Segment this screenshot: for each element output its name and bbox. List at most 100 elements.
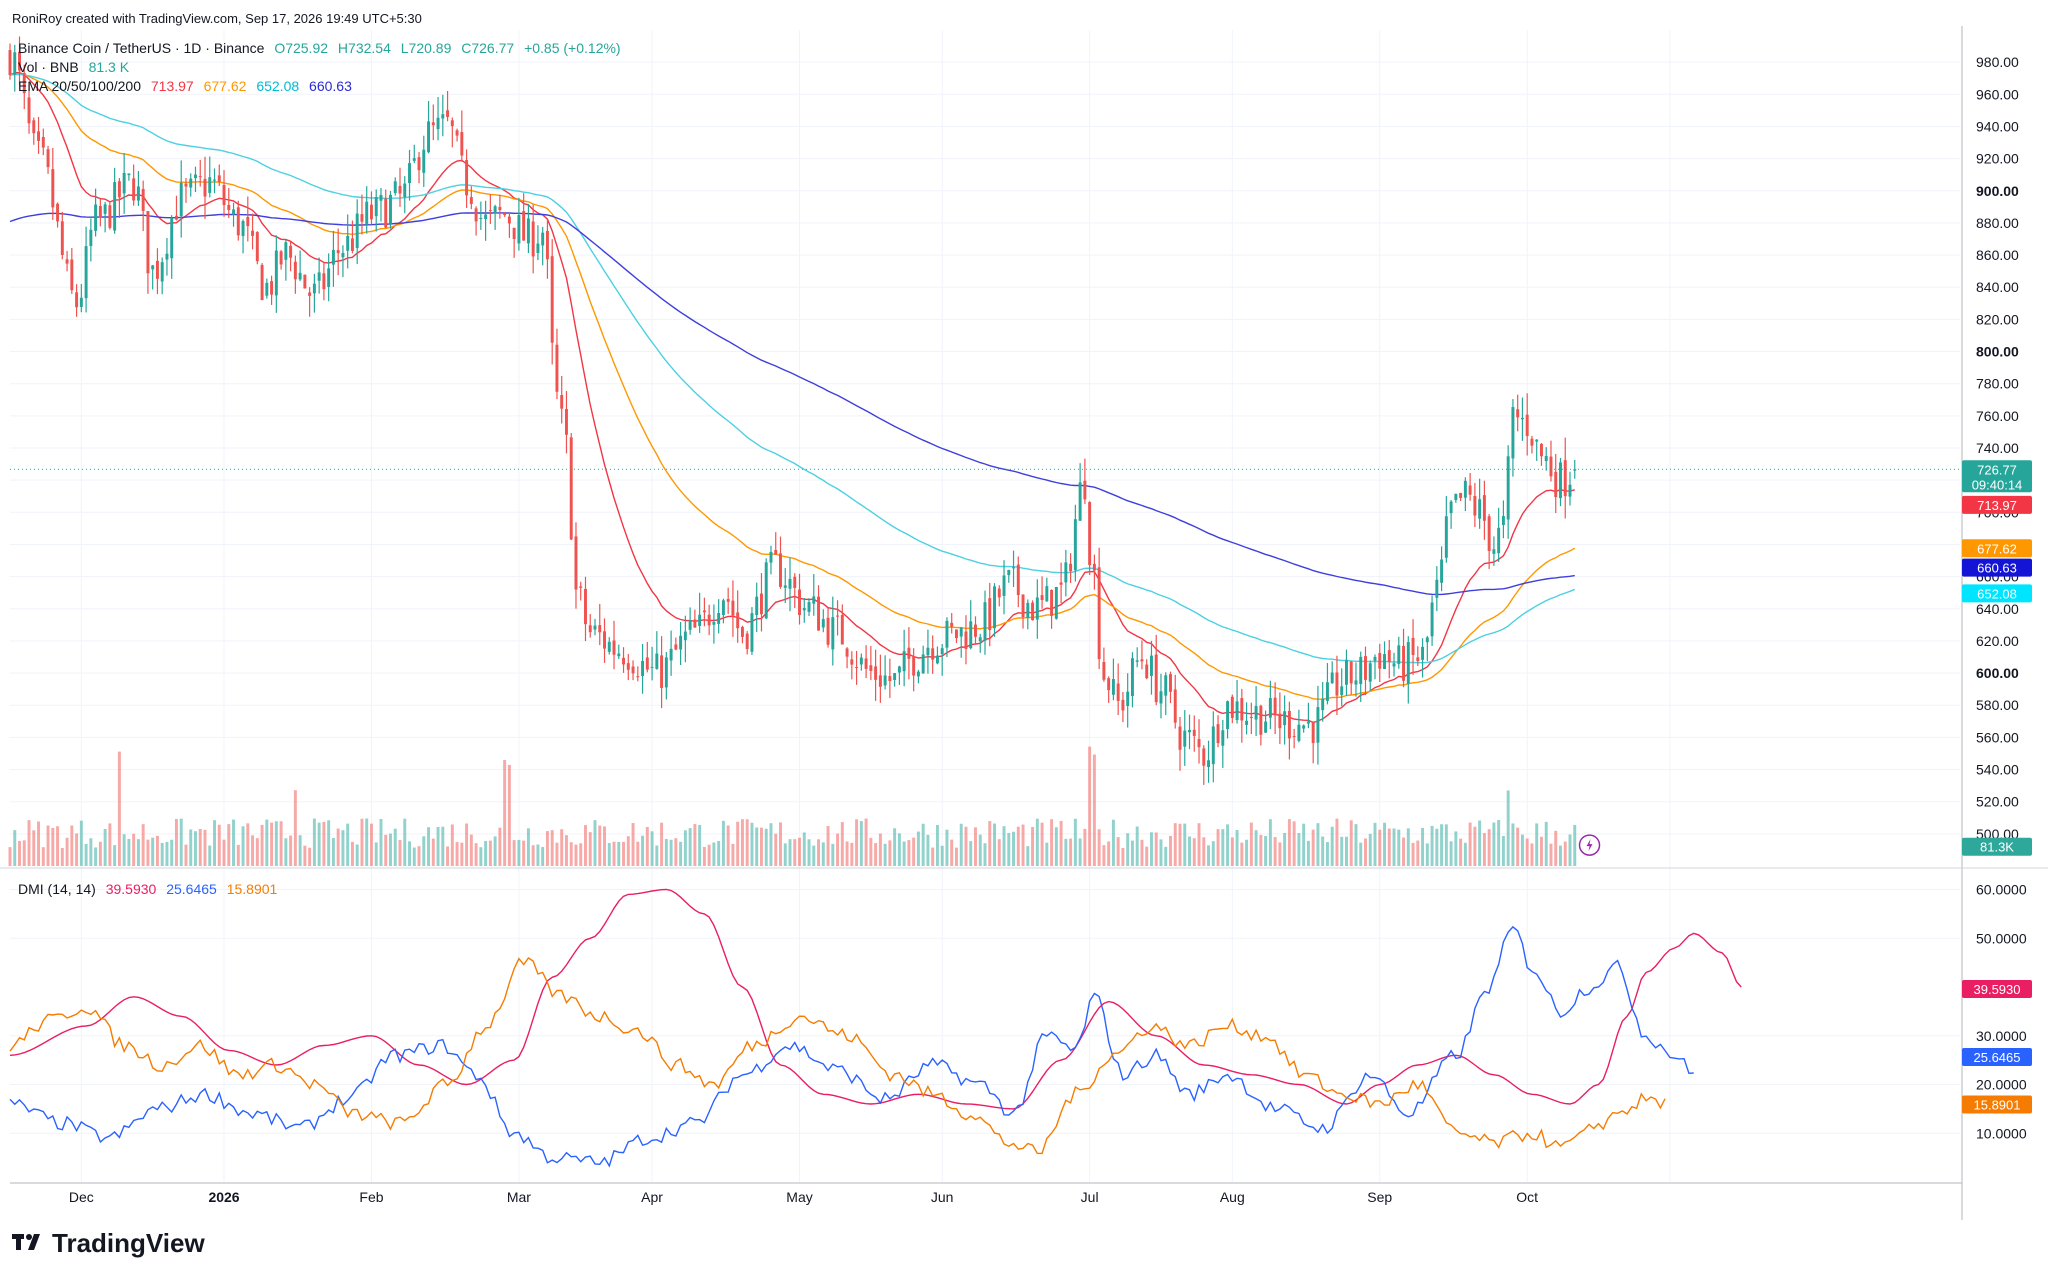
symbol-name[interactable]: Binance Coin / TetherUS · 1D · Binance	[18, 40, 265, 56]
volume-bar	[1111, 819, 1115, 866]
volume-bar	[598, 825, 602, 866]
candle-body	[1516, 409, 1520, 418]
volume-bar	[355, 844, 359, 866]
volume-bar	[831, 843, 835, 866]
adx-price-label: 39.5930	[1974, 982, 2021, 997]
candle-body	[683, 631, 687, 641]
volume-bar	[346, 823, 350, 866]
candle-body	[431, 122, 435, 126]
volume-bar	[222, 839, 226, 866]
volume-bar	[8, 847, 12, 866]
volume-bar	[1497, 819, 1501, 866]
price-tick-label: 600.00	[1976, 665, 2019, 681]
volume-bar	[341, 830, 345, 866]
volume-bar	[622, 841, 626, 866]
volume-bar	[136, 839, 140, 866]
volume-bar	[1278, 842, 1282, 866]
candle-body	[831, 617, 835, 650]
volume-bar	[1349, 820, 1353, 866]
candle-body	[1130, 658, 1134, 697]
candle-body	[974, 624, 977, 637]
candle-body	[417, 157, 421, 171]
volume-bar	[1354, 824, 1358, 866]
adx-line	[9, 888, 1742, 1110]
volume-bar	[170, 839, 174, 866]
candle-body	[51, 169, 55, 208]
candle-body	[1069, 563, 1073, 572]
candle-body	[208, 177, 212, 193]
candle-body	[1563, 460, 1567, 497]
volume-bar	[798, 837, 801, 866]
candle-body	[1097, 567, 1101, 660]
candle-body	[8, 50, 12, 76]
candle-body	[1135, 660, 1139, 662]
price-tick-label: 940.00	[1976, 118, 2019, 134]
volume-bar	[1435, 828, 1439, 866]
volume-bar	[146, 839, 150, 866]
volume-bar	[1302, 823, 1306, 866]
volume-bar	[22, 840, 26, 866]
candle-body	[845, 648, 849, 657]
candle-body	[555, 344, 559, 392]
candle-body	[179, 182, 183, 217]
volume-legend[interactable]: Vol · BNB 81.3 K	[18, 59, 135, 75]
candle-body	[850, 659, 854, 665]
candle-body	[664, 657, 668, 688]
candle-body	[1335, 672, 1339, 696]
candle-body	[379, 194, 383, 201]
volume-bar	[993, 823, 996, 866]
candle-body	[736, 612, 740, 629]
volume-bar	[41, 847, 45, 866]
candle-body	[650, 666, 654, 668]
volume-bar	[1573, 824, 1577, 866]
candle-body	[41, 136, 45, 148]
candle-body	[940, 648, 944, 654]
price-tick-label: 900.00	[1976, 183, 2019, 199]
candle-body	[1444, 516, 1448, 558]
candle-body	[926, 647, 930, 656]
candle-body	[888, 676, 892, 682]
ema100-line	[9, 73, 1576, 664]
volume-bar	[893, 828, 897, 866]
candle-body	[1373, 656, 1377, 661]
candle-body	[1083, 480, 1087, 500]
volume-bar	[698, 824, 702, 866]
candle-body	[1207, 760, 1211, 768]
dmi-legend[interactable]: DMI (14, 14) 39.5930 25.6465 15.8901	[18, 881, 283, 897]
candle-body	[1287, 710, 1291, 739]
candle-body	[612, 640, 616, 655]
minus-di-price-label: 15.8901	[1974, 1098, 2021, 1113]
volume-bar	[1506, 790, 1510, 866]
candle-body	[1430, 602, 1434, 637]
volume-bar	[526, 828, 530, 866]
candle-body	[959, 627, 963, 637]
tradingview-logo[interactable]: TradingView	[12, 1228, 205, 1259]
volume-bar	[1188, 836, 1191, 866]
candle-body	[331, 249, 335, 265]
candle-body	[1544, 456, 1548, 462]
candle-body	[1054, 586, 1058, 619]
volume-bar	[1126, 833, 1130, 866]
candle-body	[1359, 656, 1363, 684]
candle-body	[1292, 736, 1296, 738]
candle-body	[1416, 657, 1420, 662]
candle-body	[189, 178, 193, 188]
volume-bar	[845, 841, 849, 866]
volume-bar	[1016, 826, 1020, 866]
candle-body	[1387, 650, 1391, 663]
candle-body	[755, 596, 759, 616]
volume-bar	[308, 847, 312, 866]
volume-bar	[926, 834, 930, 866]
volume-bar	[978, 834, 982, 866]
volume-bar	[379, 819, 383, 866]
volume-bar	[850, 842, 854, 866]
volume-bar	[98, 841, 102, 866]
volume-bar	[60, 847, 64, 866]
time-tick-label: Aug	[1220, 1189, 1245, 1205]
candle-body	[584, 588, 587, 625]
volume-bar	[1549, 843, 1553, 866]
candle-body	[764, 562, 768, 619]
ema-legend[interactable]: EMA 20/50/100/200 713.97 677.62 652.08 6…	[18, 78, 358, 94]
price-tick-label: 560.00	[1976, 729, 2019, 745]
